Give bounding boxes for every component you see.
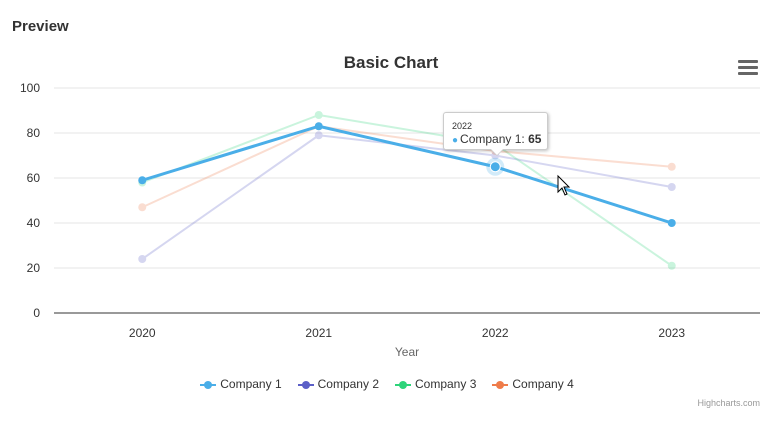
legend-item-company-2[interactable]: Company 2	[297, 377, 379, 391]
data-point	[667, 219, 676, 227]
legend-symbol-icon	[200, 380, 217, 390]
chart-menu-button[interactable]	[738, 60, 758, 76]
tooltip-value: 65	[528, 132, 542, 146]
legend-item-company-4[interactable]: Company 4	[492, 377, 574, 391]
legend-item-company-1[interactable]: Company 1	[200, 377, 282, 391]
tooltip-pointer-fill	[491, 149, 503, 155]
legend-item-company-3[interactable]: Company 3	[395, 377, 476, 391]
series-company-1	[138, 122, 676, 227]
x-axis-title: Year	[395, 345, 419, 359]
hamburger-menu-icon-bar	[738, 66, 758, 69]
legend-label: Company 2	[317, 377, 379, 391]
legend-label: Company 1	[220, 377, 282, 391]
data-point	[667, 261, 676, 270]
legend-label: Company 3	[415, 377, 477, 391]
mouse-cursor-icon	[557, 174, 571, 196]
y-tick-label: 0	[33, 306, 40, 320]
y-tick-label: 20	[27, 261, 41, 275]
chart-tooltip: 2022 ● Company 1: 65	[443, 112, 548, 156]
data-point	[314, 131, 323, 140]
legend-dot	[204, 380, 213, 389]
data-point	[138, 255, 147, 263]
chart-container: Basic Chart 0 20 40 60 80 100 2020 2021 2022 2023 Y…	[0, 40, 774, 424]
data-point	[667, 162, 676, 171]
hamburger-menu-icon	[738, 60, 758, 63]
legend-label: Company 4	[512, 377, 574, 391]
y-tick-label: 40	[27, 216, 41, 230]
series-line	[141, 114, 673, 267]
legend-symbol-icon	[297, 380, 314, 390]
y-tick-label: 100	[20, 81, 40, 95]
legend-dot	[399, 380, 407, 389]
chart-legend: Company 1 Company 2 Company 3 Company 4	[0, 377, 774, 391]
data-point	[138, 176, 147, 185]
x-tick-label: 2020	[129, 326, 156, 340]
x-tick-label: 2021	[305, 326, 332, 340]
legend-symbol-icon	[492, 380, 509, 390]
series-company-3	[138, 111, 676, 270]
x-tick-label: 2023	[658, 326, 685, 340]
tooltip-header: 2022	[452, 121, 473, 131]
data-point	[314, 122, 323, 131]
y-tick-label: 80	[27, 126, 41, 140]
series-line	[141, 125, 672, 209]
x-tick-label: 2022	[482, 326, 509, 340]
page-title: Preview	[12, 18, 69, 35]
y-tick-label: 60	[27, 171, 41, 185]
tooltip-series-label: Company 1:	[460, 132, 529, 146]
data-point	[138, 203, 147, 212]
tooltip-row: ● Company 1: 65	[452, 132, 541, 146]
data-point	[489, 161, 501, 173]
legend-symbol-icon	[395, 380, 411, 390]
hamburger-menu-icon-bar	[738, 72, 758, 75]
data-point	[667, 183, 676, 191]
series-line	[141, 124, 673, 225]
legend-dot	[496, 380, 505, 389]
line-chart: Basic Chart 0 20 40 60 80 100 2020 2021 2022 2023 Y…	[20, 53, 760, 359]
legend-dot	[301, 380, 310, 389]
data-point	[314, 111, 323, 119]
chart-title: Basic Chart	[344, 53, 439, 72]
tooltip-series-dot-icon: ●	[452, 135, 459, 146]
credits-link[interactable]: Highcharts.com	[697, 398, 760, 408]
